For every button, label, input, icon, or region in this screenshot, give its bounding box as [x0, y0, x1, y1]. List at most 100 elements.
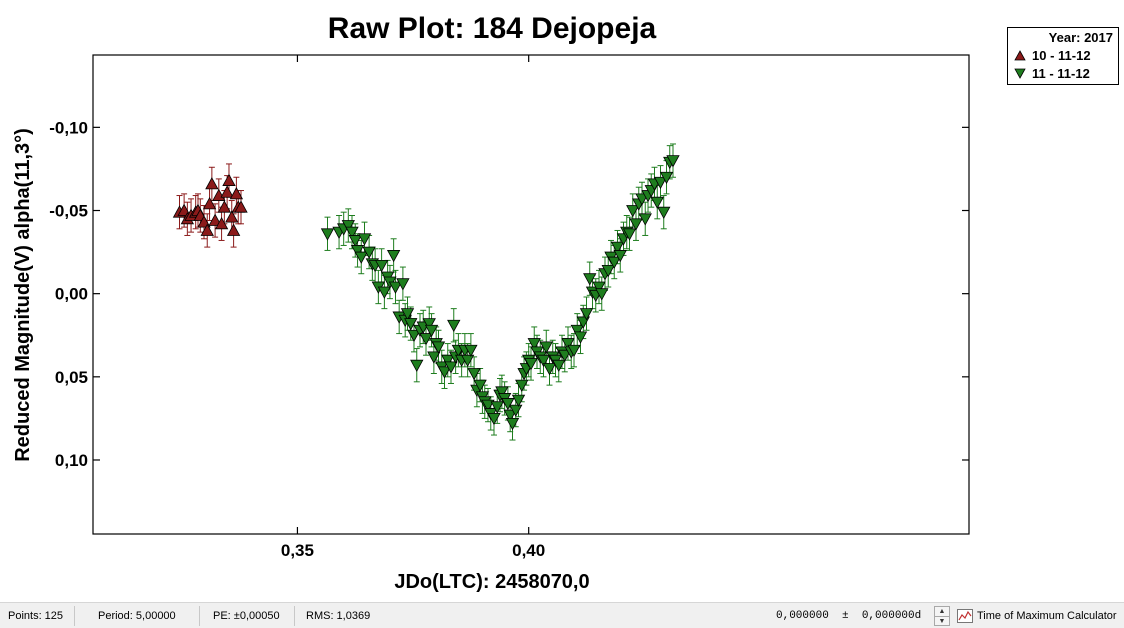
- data-point-series-2: [561, 338, 575, 351]
- data-point-series-2: [570, 324, 584, 338]
- status-bar: Points: 125 Period: 5,00000 PE: ±0,00050…: [0, 602, 1124, 628]
- data-point-series-2: [490, 401, 504, 414]
- y-tick-label: -0,05: [49, 202, 88, 221]
- data-point-series-2: [374, 259, 389, 273]
- data-point-series-1: [200, 223, 214, 236]
- data-point-series-2: [567, 344, 581, 358]
- ticks-layer: -0,10 -0,05 0,00 0,05 0,10 0,35 0,40: [49, 55, 969, 560]
- y-axis-title: Reduced Magnitude(V) alpha(11,3°): [12, 128, 34, 462]
- data-point-series-2: [657, 206, 671, 220]
- data-point-series-2: [573, 331, 588, 344]
- data-point-series-2: [487, 413, 501, 426]
- data-point-series-2: [542, 363, 557, 376]
- data-point-series-2: [400, 308, 415, 321]
- data-point-series-2: [610, 241, 625, 254]
- legend: Year: 2017 10 - 11-12 11 - 11-12: [1007, 27, 1119, 85]
- data-point-series-2: [404, 318, 418, 331]
- data-point-series-1: [212, 188, 226, 201]
- spinner-up-button[interactable]: ▲: [935, 607, 949, 617]
- time-of-maximum-calculator-button[interactable]: Time of Maximum Calculator: [957, 606, 1121, 626]
- data-point-series-2: [464, 344, 478, 358]
- data-point-series-2: [650, 196, 664, 210]
- data-point-series-2: [362, 246, 376, 259]
- data-point-series-1: [225, 210, 239, 223]
- data-point-series-2: [427, 351, 441, 364]
- data-point-series-2: [473, 379, 487, 392]
- range-start-value: 0,000000: [776, 610, 829, 622]
- data-point-series-2: [629, 218, 643, 231]
- legend-item-label: 10 - 11-12: [1032, 48, 1091, 63]
- scatter-plot: Raw Plot: 184 Dejopeja -0,10 -0,05 0,00 0,0…: [12, 12, 970, 593]
- data-point-series-2: [467, 368, 481, 381]
- data-point-series-1: [202, 197, 217, 210]
- triangle-up-icon: [1014, 50, 1026, 61]
- triangle-down-icon: [1014, 68, 1026, 79]
- data-point-series-2: [515, 379, 529, 392]
- data-point-series-2: [388, 281, 403, 294]
- data-point-series-1: [217, 200, 232, 213]
- data-point-series-2: [607, 256, 621, 269]
- data-point-series-1: [222, 173, 236, 186]
- data-point-series-2: [341, 220, 355, 233]
- data-point-series-2: [622, 228, 637, 241]
- data-point-series-2: [441, 354, 455, 368]
- data-point-series-2: [424, 324, 439, 338]
- data-point-series-2: [601, 264, 615, 278]
- time-range-field[interactable]: 0,000000 ± 0,000000d: [776, 606, 921, 626]
- x-tick-label: 0,40: [512, 541, 545, 560]
- y-tick-label: 0,05: [55, 368, 88, 387]
- x-axis-title: JDo(LTC): 2458070,0: [394, 571, 589, 593]
- plot-frame: [92, 54, 970, 535]
- data-point-series-2: [437, 366, 452, 379]
- data-point-series-2: [592, 281, 606, 294]
- y-tick-label: 0,00: [55, 285, 88, 304]
- data-point-series-2: [626, 205, 640, 218]
- y-tick-label: -0,10: [49, 118, 88, 137]
- data-point-series-2: [501, 398, 515, 411]
- data-point-series-2: [386, 250, 401, 263]
- data-point-series-2: [431, 341, 446, 354]
- data-point-series-2: [524, 358, 538, 371]
- data-point-series-2: [552, 359, 566, 373]
- data-point-series-2: [495, 386, 509, 399]
- data-point-series-2: [357, 233, 372, 246]
- spinner-down-button[interactable]: ▼: [938, 618, 946, 625]
- points-layer: [172, 155, 680, 431]
- data-point-series-2: [558, 349, 572, 363]
- data-point-series-2: [481, 399, 495, 412]
- data-point-series-1: [234, 200, 248, 213]
- rms-status: RMS: 1,0369: [306, 610, 371, 622]
- data-point-series-2: [579, 308, 594, 321]
- data-point-series-2: [659, 171, 674, 185]
- data-point-series-2: [407, 329, 421, 343]
- range-end-value: 0,000000: [861, 610, 915, 622]
- data-point-series-2: [444, 361, 458, 374]
- data-point-series-1: [229, 187, 244, 200]
- data-point-series-2: [419, 333, 433, 346]
- data-point-series-2: [377, 286, 392, 299]
- legend-item-series-1: 10 - 11-12: [1014, 48, 1091, 63]
- data-point-series-2: [350, 245, 365, 258]
- data-point-series-2: [511, 394, 526, 407]
- data-point-series-2: [354, 251, 368, 264]
- data-point-series-2: [320, 228, 335, 241]
- data-point-series-2: [595, 288, 609, 301]
- data-point-series-2: [410, 359, 424, 373]
- legend-item-label: 11 - 11-12: [1032, 66, 1090, 81]
- data-point-series-2: [638, 213, 652, 226]
- chart-area: Raw Plot: 184 Dejopeja -0,10 -0,05 0,00 0,0…: [12, 12, 1119, 593]
- data-point-series-2: [613, 250, 627, 263]
- data-point-series-2: [536, 354, 551, 368]
- up-down-spinner-icon[interactable]: ▲ ▼: [934, 606, 950, 626]
- chart-title: Raw Plot: 184 Dejopeja: [328, 12, 657, 45]
- data-point-series-2: [653, 176, 668, 190]
- data-point-series-1: [205, 177, 219, 190]
- data-point-series-2: [539, 341, 553, 354]
- legend-title: Year: 2017: [1048, 30, 1113, 45]
- tmc-label: Time of Maximum Calculator: [977, 610, 1117, 622]
- data-point-series-1: [214, 216, 229, 230]
- data-point-series-2: [345, 226, 359, 239]
- data-point-series-2: [505, 417, 520, 431]
- data-point-series-2: [527, 338, 541, 351]
- x-tick-label: 0,35: [281, 541, 314, 560]
